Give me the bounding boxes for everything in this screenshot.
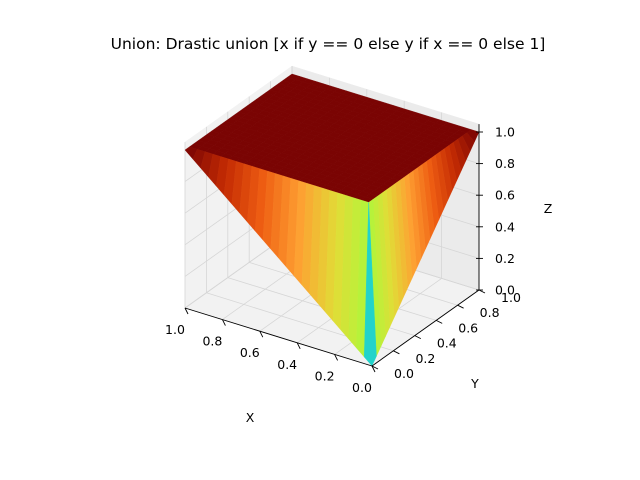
y-tick [414, 335, 422, 340]
y-tick-label: 0.4 [437, 336, 457, 351]
z-tick-label: 0.4 [495, 219, 515, 234]
y-tick-label: 0.6 [458, 320, 478, 335]
y-tick [435, 319, 443, 324]
y-tick [393, 350, 400, 355]
x-tick [371, 365, 376, 373]
surface-plot [184, 73, 480, 367]
chart-title: Union: Drastic union [x if y == 0 else y… [111, 35, 546, 53]
x-axis-label: X [246, 410, 255, 425]
x-tick [334, 354, 339, 361]
z-tick-label: 0.8 [495, 156, 515, 171]
x-tick-label: 0.8 [202, 334, 222, 349]
x-tick-label: 0.0 [352, 380, 372, 395]
x-tick-label: 0.6 [240, 345, 260, 360]
y-axis-line [371, 289, 480, 367]
z-tick-label: 0.2 [495, 251, 515, 266]
x-tick [296, 342, 301, 350]
y-tick [371, 365, 379, 370]
x-tick-label: 0.2 [315, 368, 335, 383]
axes-ticks: 0.00.20.40.60.81.00.00.20.40.60.81.00.00… [165, 124, 521, 395]
z-tick-label: 0.0 [495, 283, 515, 298]
z-tick-label: 1.0 [495, 125, 515, 140]
y-tick [457, 304, 464, 309]
x-tick [221, 319, 226, 326]
x-tick [184, 307, 189, 315]
x-tick [259, 330, 264, 338]
x-tick-label: 1.0 [165, 322, 185, 337]
surface-facet [364, 202, 377, 367]
z-tick-label: 0.6 [495, 188, 515, 203]
y-tick-label: 0.8 [480, 305, 500, 320]
y-tick-label: 0.2 [415, 351, 435, 366]
y-axis-label: Y [470, 376, 479, 391]
y-tick [478, 289, 486, 294]
y-tick-label: 1.0 [501, 290, 521, 305]
y-tick-label: 0.0 [394, 366, 414, 381]
x-axis-line [184, 307, 373, 367]
z-axis-label: Z [544, 201, 553, 216]
x-tick-label: 0.4 [277, 357, 297, 372]
